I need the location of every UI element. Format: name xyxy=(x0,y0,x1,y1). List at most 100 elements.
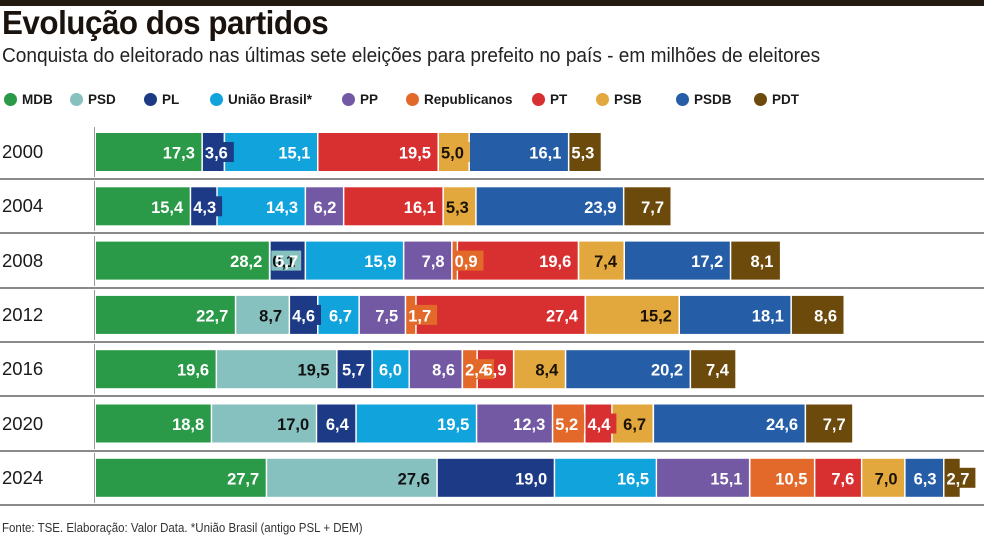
legend-swatch xyxy=(596,93,609,106)
data-label-box xyxy=(271,250,302,271)
category-label: 2004 xyxy=(2,195,44,217)
bar-segment xyxy=(555,458,656,497)
row-separator xyxy=(0,449,984,452)
legend-item: Republicanos xyxy=(406,92,513,107)
data-label: 6,2 xyxy=(313,199,336,217)
bar-row-2016: 19,6 19,5 5,7 6,0 8,6 2,45,9 8,4 20,2 7,4 xyxy=(96,350,736,389)
bar-segment xyxy=(318,295,359,334)
data-label: 23,9 xyxy=(584,199,616,217)
data-label: 7,0 xyxy=(875,470,898,488)
data-label: 16,1 xyxy=(404,199,436,217)
legend-swatch xyxy=(4,93,17,106)
top-rule xyxy=(0,0,984,6)
data-label: 7,6 xyxy=(831,470,854,488)
data-label-box xyxy=(440,142,470,162)
bar-segment xyxy=(306,241,403,280)
data-label: 5,3 xyxy=(571,145,594,163)
bar-segment xyxy=(317,404,356,443)
bar-segment xyxy=(96,404,211,443)
bar-segment xyxy=(372,350,409,389)
legend-label: PT xyxy=(550,92,568,107)
bar-segment xyxy=(96,133,202,171)
data-label: 2,7 xyxy=(947,470,970,488)
data-label: 3,6 xyxy=(205,145,228,163)
data-label: 19,5 xyxy=(297,362,329,380)
axis-line xyxy=(94,289,95,340)
data-label: 17,0 xyxy=(277,416,309,434)
data-label: 5,9 xyxy=(483,362,506,380)
axis-line xyxy=(94,398,95,449)
data-label-box xyxy=(444,196,475,217)
bar-row-2024: 27,7 27,6 19,0 16,5 15,1 10,5 7,6 7,0 6,3 2,7 xyxy=(96,458,976,497)
data-label-box xyxy=(554,413,585,434)
legend-swatch xyxy=(144,93,157,106)
data-label: 19,6 xyxy=(177,362,209,380)
data-label: 19,5 xyxy=(437,416,469,434)
legend-item: PSB xyxy=(596,92,642,107)
data-label: 5,3 xyxy=(446,199,469,217)
data-label: 7,5 xyxy=(375,307,398,325)
bar-segment xyxy=(680,295,791,334)
data-label: 17,2 xyxy=(691,253,723,271)
legend-swatch xyxy=(210,93,223,106)
bar-segment xyxy=(212,404,316,443)
bar-segment xyxy=(267,458,437,497)
data-label-box xyxy=(464,359,494,380)
data-label: 8,4 xyxy=(535,362,559,380)
data-label: 1,7 xyxy=(408,307,431,325)
data-label: 28,2 xyxy=(230,253,262,271)
data-label: 19,0 xyxy=(515,470,547,488)
data-label: 27,7 xyxy=(227,470,259,488)
data-label: 7,4 xyxy=(706,362,730,380)
data-label: 6,4 xyxy=(326,416,350,434)
data-label: 20,2 xyxy=(651,362,683,380)
row-separator xyxy=(0,286,984,289)
data-label-box xyxy=(570,142,601,162)
bar-segment xyxy=(409,350,462,389)
bar-segment xyxy=(96,350,216,389)
data-label-box xyxy=(586,413,617,434)
bar-segment xyxy=(612,404,653,443)
data-label: 18,8 xyxy=(172,416,204,434)
legend-label: União Brasil* xyxy=(228,92,313,107)
data-label: 0,9 xyxy=(455,253,478,271)
data-label-box xyxy=(407,304,438,325)
data-label: 15,9 xyxy=(364,253,396,271)
bar-segment xyxy=(477,404,552,443)
data-label-box xyxy=(945,467,976,488)
data-label: 27,4 xyxy=(546,307,579,325)
axis-line xyxy=(94,344,95,395)
bar-segment xyxy=(566,350,690,389)
data-label: 5,7 xyxy=(342,362,365,380)
row-separator xyxy=(0,503,984,506)
bar-segment xyxy=(217,350,337,389)
data-label: 7,8 xyxy=(422,253,445,271)
axis-line xyxy=(94,452,95,503)
data-label: 15,2 xyxy=(640,307,672,325)
data-label: 4,4 xyxy=(588,416,612,434)
data-label: 16,1 xyxy=(529,145,561,163)
data-label: 27,6 xyxy=(398,470,430,488)
data-label: 8,1 xyxy=(750,253,773,271)
bar-segment xyxy=(654,404,805,443)
legend-item: PT xyxy=(532,92,567,107)
legend-label: PDT xyxy=(772,92,799,107)
legend-swatch xyxy=(70,93,83,106)
data-label: 0,1 xyxy=(272,253,295,271)
bar-segment xyxy=(96,458,266,497)
bar-segment xyxy=(579,241,624,280)
data-label: 4,6 xyxy=(292,307,315,325)
bar-segment xyxy=(337,350,372,389)
bar-segment xyxy=(306,187,343,226)
bar-row-2008: 28,2 0,15,7 15,9 7,8 0,9 19,6 7,4 17,2 8,1 xyxy=(96,241,780,280)
row-separator xyxy=(0,340,984,343)
bar-segment xyxy=(731,241,780,280)
chart-subtitle: Conquista do eleitorado nas últimas sete… xyxy=(2,44,821,67)
bar-row-2020: 18,8 17,0 6,4 19,5 12,3 5,2 4,4 6,7 24,6 7,7 xyxy=(96,404,853,443)
bar-segment xyxy=(905,458,943,497)
legend-item: PL xyxy=(144,92,179,107)
data-label: 6,0 xyxy=(379,362,402,380)
category-label: 2000 xyxy=(2,141,44,162)
bar-segment xyxy=(469,133,568,171)
data-label: 7,7 xyxy=(823,416,846,434)
